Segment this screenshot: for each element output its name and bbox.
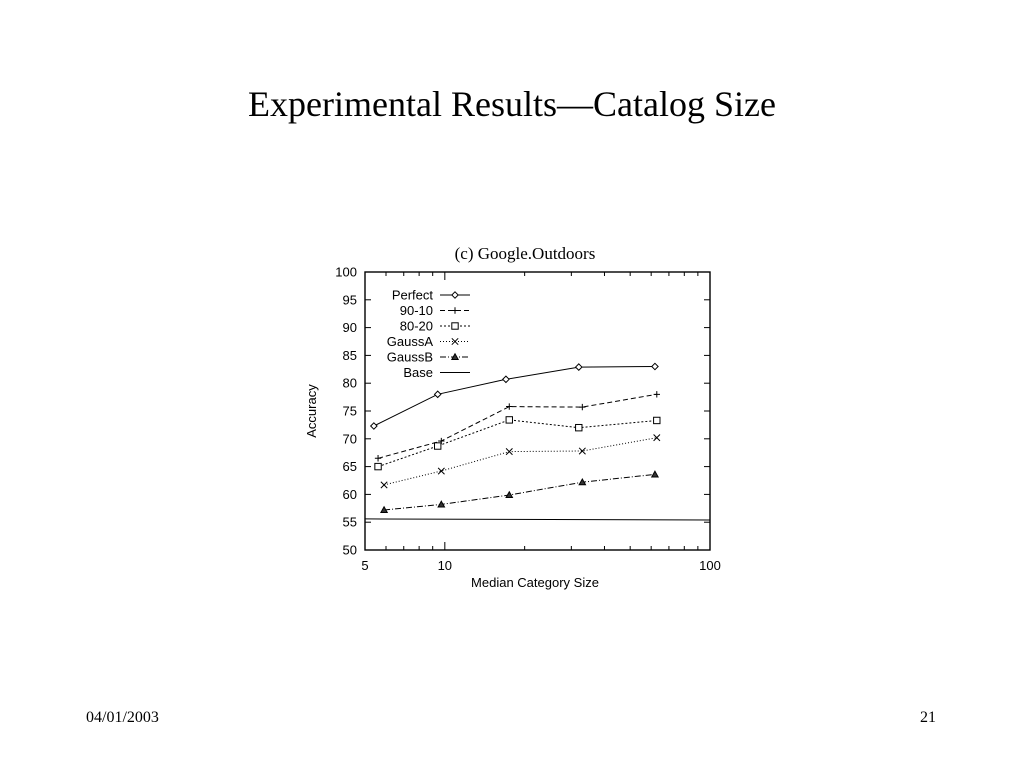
- y-axis-label: Accuracy: [304, 384, 319, 438]
- footer-page-number: 21: [920, 709, 936, 726]
- y-tick-label: 60: [343, 487, 357, 502]
- y-tick-label: 100: [335, 265, 357, 280]
- legend-label: 90-10: [400, 303, 433, 318]
- legend-label: GaussB: [387, 350, 433, 365]
- y-tick-label: 80: [343, 376, 357, 391]
- x-tick-label: 10: [438, 558, 452, 573]
- series-line: [384, 473, 655, 511]
- data-point: [579, 403, 586, 411]
- data-point: [374, 462, 382, 471]
- series-gaussa: [380, 434, 661, 489]
- chart-svg: (c) Google.Outdoors 50 55 60 65 70 75 80 85 90 95…: [304, 244, 721, 590]
- series-line: [377, 419, 657, 468]
- slide-title: Experimental Results—Catalog Size: [248, 84, 776, 124]
- data-point: [380, 505, 389, 514]
- series-gaussb: [380, 470, 659, 514]
- legend-marker: [451, 307, 459, 314]
- y-tick-label: 90: [343, 320, 357, 335]
- data-point: [506, 403, 513, 410]
- data-point: [574, 363, 583, 371]
- legend-marker: [451, 322, 459, 330]
- data-point: [578, 477, 587, 486]
- footer-date: 04/01/2003: [86, 709, 159, 726]
- legend-marker: [451, 291, 459, 299]
- series-base: [364, 518, 711, 521]
- legend-marker: [450, 352, 460, 361]
- legend-item: Base: [403, 365, 470, 380]
- data-point: [369, 422, 378, 430]
- series-layer: [364, 362, 711, 521]
- legend-item: GaussA: [387, 334, 470, 349]
- data-point: [653, 434, 661, 442]
- y-tick-label: 95: [343, 292, 357, 307]
- data-point: [502, 375, 510, 384]
- data-point: [505, 448, 513, 456]
- data-point: [437, 467, 445, 475]
- data-point: [578, 447, 586, 455]
- data-point: [653, 416, 661, 425]
- data-point: [380, 481, 388, 489]
- y-tick-label: 50: [343, 543, 357, 558]
- accuracy-chart: (c) Google.Outdoors 50 55 60 65 70 75 80 85 90 95…: [300, 238, 730, 594]
- x-tick-label: 100: [699, 558, 721, 573]
- legend-item: Perfect: [392, 288, 470, 303]
- series-90-10: [374, 391, 660, 462]
- legend-item: 90-10: [400, 303, 470, 318]
- legend-label: Base: [403, 365, 433, 380]
- x-tick-label: 5: [361, 558, 368, 573]
- legend-item: 80-20: [400, 319, 470, 334]
- data-point: [650, 470, 659, 478]
- series-line: [377, 393, 657, 459]
- legend-label: Perfect: [392, 288, 434, 303]
- data-point: [505, 490, 514, 499]
- data-point: [651, 362, 659, 371]
- legend-marker: [451, 337, 459, 346]
- data-point: [433, 442, 442, 450]
- chart-title: (c) Google.Outdoors: [455, 244, 596, 263]
- y-tick-label: 65: [343, 459, 357, 474]
- data-point: [653, 391, 660, 398]
- series-line: [383, 437, 657, 486]
- series-line: [364, 518, 711, 521]
- data-point: [433, 390, 442, 399]
- tick-labels: 50 55 60 65 70 75 80 85 90 95 100 5 10 100: [335, 265, 721, 574]
- series-perfect: [369, 362, 659, 430]
- data-point: [505, 416, 513, 424]
- data-point: [575, 423, 583, 432]
- legend-label: GaussA: [387, 334, 434, 349]
- data-point: [437, 500, 446, 508]
- y-tick-label: 70: [343, 431, 357, 446]
- y-tick-label: 55: [343, 515, 357, 530]
- series-80-20: [374, 416, 661, 471]
- legend-label: 80-20: [400, 319, 433, 334]
- y-tick-label: 75: [343, 404, 357, 419]
- data-point: [374, 455, 382, 462]
- x-axis-label: Median Category Size: [471, 575, 599, 590]
- y-tick-label: 85: [343, 348, 357, 363]
- legend-item: GaussB: [387, 350, 470, 365]
- axis-ticks: [364, 271, 711, 551]
